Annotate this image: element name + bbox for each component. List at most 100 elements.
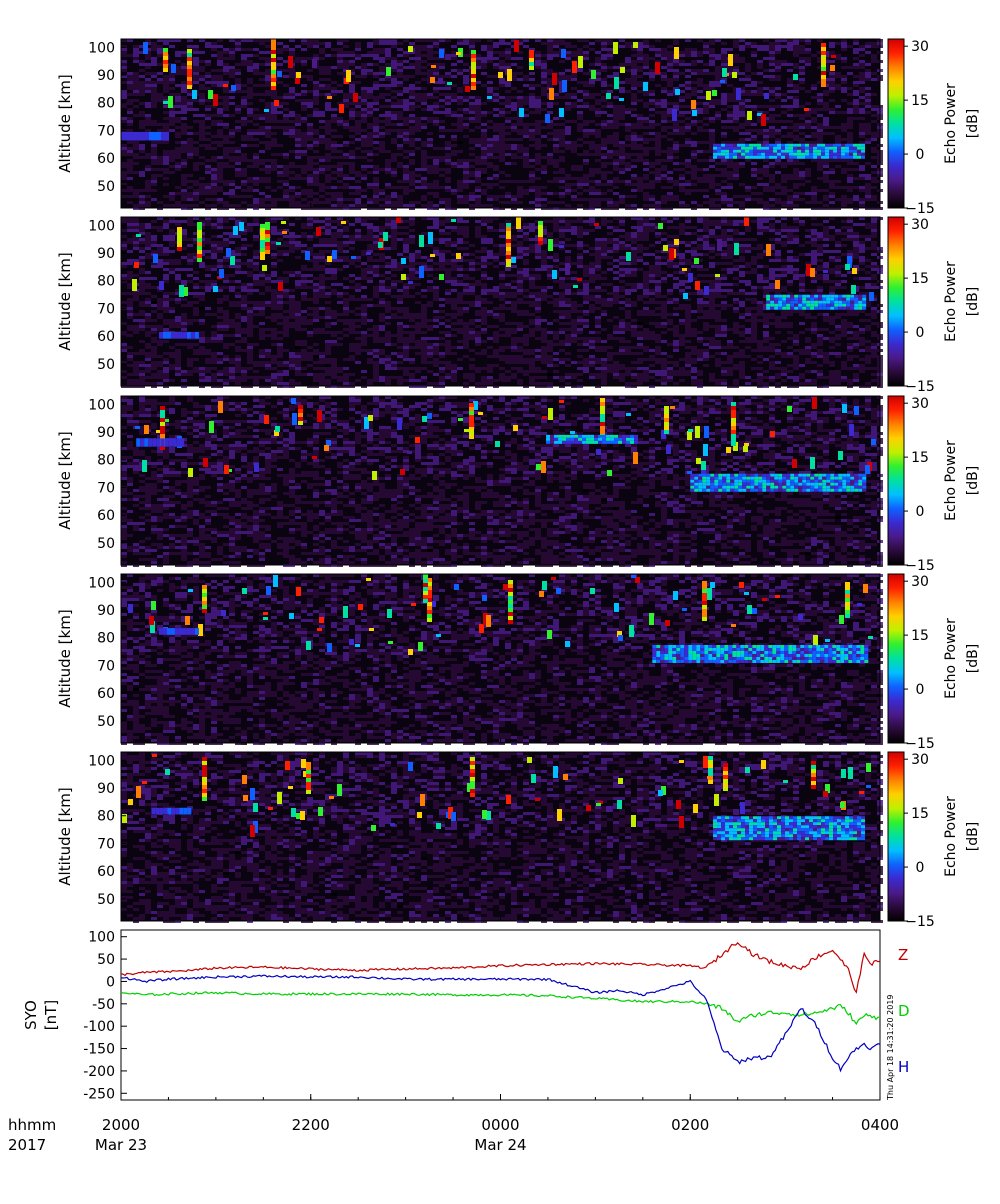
heatmap-cell [265, 144, 271, 147]
heatmap-cell [631, 114, 637, 117]
heatmap-cell [643, 174, 649, 177]
heatmap-cell [601, 63, 607, 66]
heatmap-cell [313, 177, 319, 180]
heatmap-cell [415, 201, 421, 204]
heatmap-cell [379, 189, 385, 192]
heatmap-cell [421, 183, 427, 186]
heatmap-cell [601, 183, 607, 186]
heatmap-cell [181, 373, 187, 376]
heatmap-cell [829, 108, 835, 111]
heatmap-cell [703, 48, 709, 51]
heatmap-cell [397, 75, 403, 78]
heatmap-cell [241, 376, 247, 379]
heatmap-cell [835, 42, 841, 45]
heatmap-cell [595, 159, 601, 162]
heatmap-cell [319, 69, 325, 72]
heatmap-cell [127, 259, 133, 262]
heatmap-cell [391, 201, 397, 204]
heatmap-cell [205, 268, 211, 271]
heatmap-cell [871, 132, 877, 135]
heatmap-cell [127, 147, 133, 150]
heatmap-cell [325, 45, 331, 48]
heatmap-cell [175, 135, 181, 138]
heatmap-cell [163, 268, 169, 271]
heatmap-cell [667, 153, 673, 156]
heatmap-cell [445, 99, 451, 102]
heatmap-cell [685, 126, 691, 129]
heatmap-cell [859, 135, 865, 138]
heatmap-cell [487, 156, 493, 159]
heatmap-cell [541, 192, 547, 195]
heatmap-cell [613, 186, 619, 189]
heatmap-cell [259, 141, 265, 144]
heatmap-cell [247, 328, 253, 331]
heatmap-cell [541, 72, 547, 75]
heatmap-cell [163, 223, 169, 226]
heatmap-cell [643, 141, 649, 144]
heatmap-cell [175, 316, 181, 319]
heatmap-cell [655, 141, 661, 144]
heatmap-cell [241, 340, 247, 343]
heatmap-cell [757, 132, 763, 135]
heatmap-cell [649, 99, 655, 102]
heatmap-cell [433, 87, 439, 90]
heatmap-cell [307, 189, 313, 192]
heatmap-cell [733, 69, 739, 72]
heatmap-cell [805, 48, 811, 51]
heatmap-cell [475, 111, 481, 114]
heatmap-cell [775, 51, 781, 54]
heatmap-cell [313, 90, 319, 93]
heatmap-cell [259, 150, 265, 153]
heatmap-echo-column [271, 86, 276, 90]
heatmap-cell [277, 96, 283, 99]
heatmap-cell [523, 180, 529, 183]
heatmap-cell [307, 192, 313, 195]
heatmap-layer-cell [805, 153, 809, 156]
heatmap-cell [397, 105, 403, 108]
heatmap-cell [703, 69, 709, 72]
heatmap-cell [379, 60, 385, 63]
heatmap-cell [709, 183, 715, 186]
heatmap-cell [853, 90, 859, 93]
heatmap-cell [229, 165, 235, 168]
heatmap-cell [445, 171, 451, 174]
heatmap-cell [151, 72, 157, 75]
heatmap-cell [589, 81, 595, 84]
heatmap-cell [187, 256, 193, 259]
heatmap-echo-column [163, 48, 168, 52]
heatmap-cell [469, 42, 475, 45]
heatmap-echo [561, 49, 566, 58]
heatmap-cell [727, 48, 733, 51]
heatmap-cell [703, 189, 709, 192]
heatmap-cell [241, 153, 247, 156]
heatmap-cell [427, 105, 433, 108]
heatmap-cell [745, 69, 751, 72]
heatmap-cell [331, 66, 337, 69]
heatmap-cell [331, 186, 337, 189]
heatmap-cell [379, 168, 385, 171]
heatmap-layer-cell [833, 150, 837, 153]
heatmap-cell [181, 99, 187, 102]
heatmap-cell [121, 60, 127, 63]
heatmap-cell [685, 93, 691, 96]
heatmap-cell [613, 204, 619, 207]
heatmap-cell [595, 114, 601, 117]
heatmap-cell [175, 168, 181, 171]
heatmap-cell [265, 132, 271, 135]
heatmap-cell [139, 223, 145, 226]
heatmap-cell [709, 102, 715, 105]
heatmap-cell [193, 108, 199, 111]
heatmap-cell [631, 69, 637, 72]
heatmap-cell [403, 99, 409, 102]
heatmap-cell [583, 153, 589, 156]
heatmap-cell [337, 144, 343, 147]
heatmap-cell [487, 51, 493, 54]
heatmap-cell [229, 66, 235, 69]
heatmap-cell [349, 150, 355, 153]
heatmap-cell [181, 147, 187, 150]
heatmap-cell [835, 141, 841, 144]
heatmap-cell [313, 198, 319, 201]
heatmap-cell [367, 42, 373, 45]
heatmap-cell [349, 117, 355, 120]
heatmap-cell [559, 192, 565, 195]
